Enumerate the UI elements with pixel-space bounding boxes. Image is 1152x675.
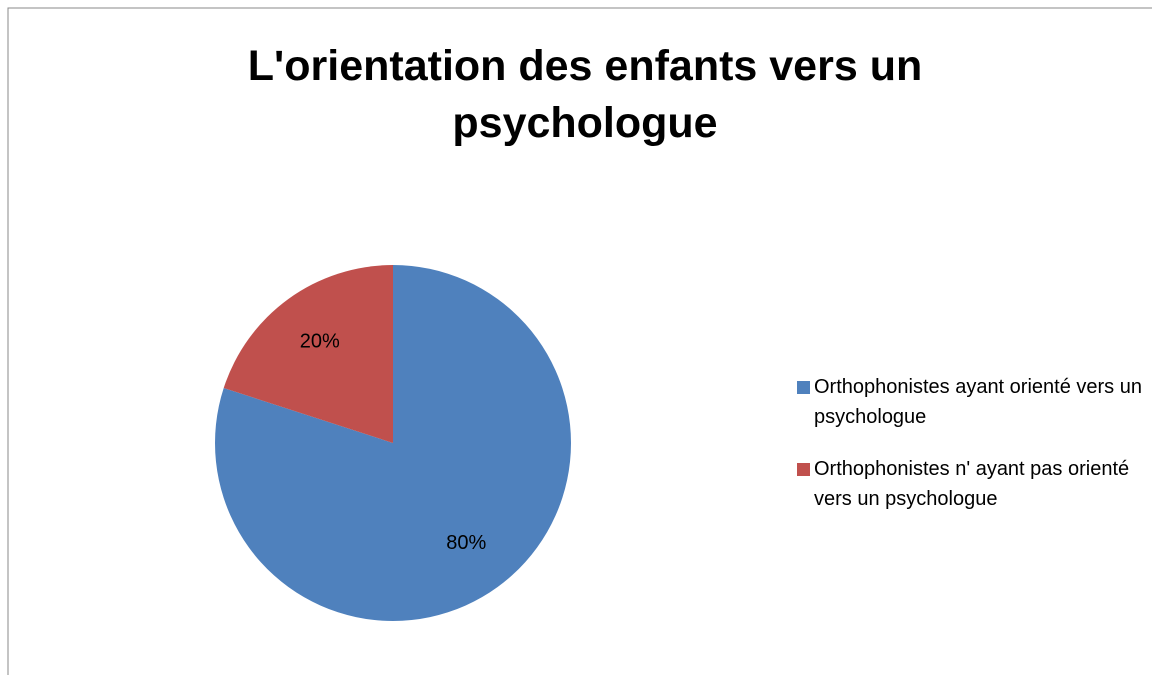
data-label: 20%	[300, 330, 340, 352]
legend-label: Orthophonistes n' ayant pas orienté vers…	[814, 458, 1130, 510]
data-label: 80%	[446, 532, 486, 554]
chart-title: L'orientation des enfants vers un psycho…	[247, 42, 923, 147]
legend-item: Orthophonistes n' ayant pas orienté vers…	[797, 454, 1142, 514]
legend-swatch	[797, 381, 810, 394]
legend-item: Orthophonistes ayant orienté vers un psy…	[797, 372, 1142, 432]
legend-swatch	[797, 463, 810, 476]
pie-slice	[223, 265, 393, 443]
chart-frame	[7, 7, 1152, 675]
legend: Orthophonistes ayant orienté vers un psy…	[797, 372, 1142, 536]
legend-label: Orthophonistes ayant orienté vers un psy…	[814, 376, 1142, 428]
